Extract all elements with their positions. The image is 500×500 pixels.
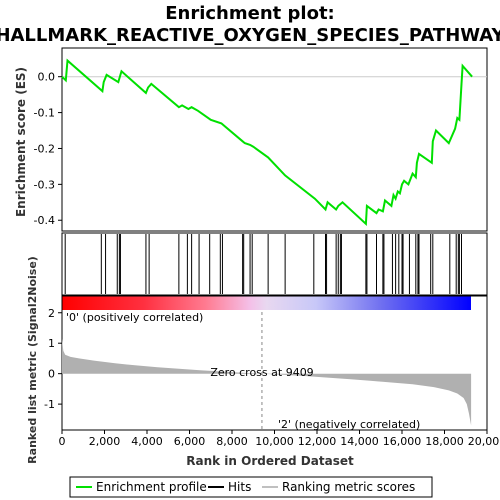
enrichment-profile-line [61,58,473,226]
rank-x-tick-label: 8,000 [216,435,248,448]
es-y-tick-label: -0.4 [34,214,55,227]
ranked-metric-area [62,338,472,426]
es-panel: 0.0 -0.1 -0.2 -0.3 -0.4 Enrichment score (ES… [14,47,488,232]
rank-panel: 210-1 0 2,000 4,000 6,000 8,000 10,000 12,000 1… [26,256,500,468]
rank-y-tick-label: 2 [48,307,55,320]
rank-y-tick-label: -1 [44,398,55,411]
rank-y-tick-label: 1 [48,337,55,350]
rank-x-tick-label: 10,000 [255,435,294,448]
rank-y-tick-label: 0 [48,368,55,381]
rank-x-tick-label: 12,000 [298,435,337,448]
positive-correlated-label: '0' (positively correlated) [66,311,203,324]
rank-x-ticks: 0 2,000 4,000 6,000 8,000 10,000 12,000 14,000 1… [59,430,500,448]
rank-y-label: Ranked list metric (Signal2Noise) [26,256,39,464]
zero-cross-label: Zero cross at 9409 [210,366,313,379]
legend-label-metric: Ranking metric scores [282,480,415,494]
hits-panel-frame [61,232,488,296]
legend-label-enrichment: Enrichment profile [96,480,207,494]
rank-x-label: Rank in Ordered Dataset [186,454,354,468]
es-y-label: Enrichment score (ES) [14,67,28,217]
es-y-tick-label: -0.3 [34,178,55,191]
rank-x-tick-label: 14,000 [340,435,379,448]
rank-x-tick-label: 20,000 [468,435,500,448]
rank-x-tick-label: 16,000 [383,435,422,448]
rank-x-tick-label: 18,000 [425,435,464,448]
es-y-tick-label: -0.1 [34,107,55,120]
hits-panel [61,232,488,296]
plot-title-line1: Enrichment plot: [165,3,335,24]
rank-x-tick-label: 6,000 [174,435,206,448]
rank-y-ticks: 2 1 0 -1 [44,307,62,411]
negative-correlated-label: '2' (negatively correlated) [278,418,420,431]
es-y-tick-label: 0.0 [38,71,56,84]
es-panel-frame [61,47,488,232]
rank-x-tick-label: 0 [59,435,66,448]
legend-box [69,476,433,498]
legend: Enrichment profile Hits Ranking metric s… [69,476,433,498]
es-y-ticks: 0.0 -0.1 -0.2 -0.3 -0.4 [34,71,62,227]
rank-x-tick-label: 4,000 [131,435,163,448]
rank-x-tick-label: 2,000 [89,435,121,448]
rank-color-bar [62,296,471,310]
plot-title-line2: HALLMARK_REACTIVE_OXYGEN_SPECIES_PATHWAY [0,25,500,46]
es-y-tick-label: -0.2 [34,142,55,155]
legend-label-hits: Hits [228,480,251,494]
hit-marks [64,234,462,294]
